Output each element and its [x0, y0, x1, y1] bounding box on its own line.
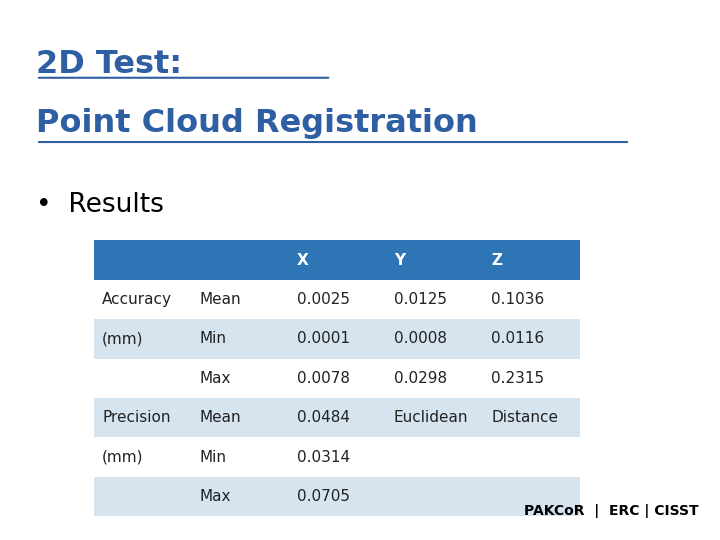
Text: •  Results: • Results — [36, 192, 164, 218]
Text: (mm): (mm) — [102, 332, 144, 346]
Text: Accuracy: Accuracy — [102, 292, 172, 307]
Bar — [94, 398, 580, 437]
Text: Mean: Mean — [199, 292, 241, 307]
Text: Min: Min — [199, 332, 227, 346]
Text: 0.1036: 0.1036 — [491, 292, 544, 307]
Text: 0.0025: 0.0025 — [297, 292, 350, 307]
Text: Precision: Precision — [102, 410, 171, 425]
Text: Min: Min — [199, 450, 227, 464]
Text: 0.0001: 0.0001 — [297, 332, 350, 346]
Text: 0.0484: 0.0484 — [297, 410, 350, 425]
Text: 0.0125: 0.0125 — [394, 292, 447, 307]
Text: Euclidean: Euclidean — [394, 410, 468, 425]
Text: Point Cloud Registration: Point Cloud Registration — [36, 108, 478, 139]
Text: (mm): (mm) — [102, 450, 144, 464]
Bar — [94, 240, 580, 280]
Text: 0.0116: 0.0116 — [491, 332, 544, 346]
Text: Z: Z — [491, 253, 502, 267]
Text: 0.0008: 0.0008 — [394, 332, 447, 346]
Text: 2D Test:: 2D Test: — [36, 49, 182, 79]
Text: 0.0078: 0.0078 — [297, 371, 350, 386]
Bar — [94, 477, 580, 516]
Text: PAKCoR  |  ERC | CISST: PAKCoR | ERC | CISST — [523, 504, 698, 518]
Text: 0.0705: 0.0705 — [297, 489, 350, 504]
Text: Mean: Mean — [199, 410, 241, 425]
Text: X: X — [297, 253, 308, 267]
Text: Max: Max — [199, 489, 231, 504]
Bar — [94, 437, 580, 477]
Text: 0.2315: 0.2315 — [491, 371, 544, 386]
Text: 0.0314: 0.0314 — [297, 450, 350, 464]
Text: Max: Max — [199, 371, 231, 386]
Text: Distance: Distance — [491, 410, 558, 425]
Bar — [94, 359, 580, 398]
Text: 0.0298: 0.0298 — [394, 371, 447, 386]
Bar — [94, 280, 580, 319]
Bar — [94, 319, 580, 359]
Text: Y: Y — [394, 253, 405, 267]
